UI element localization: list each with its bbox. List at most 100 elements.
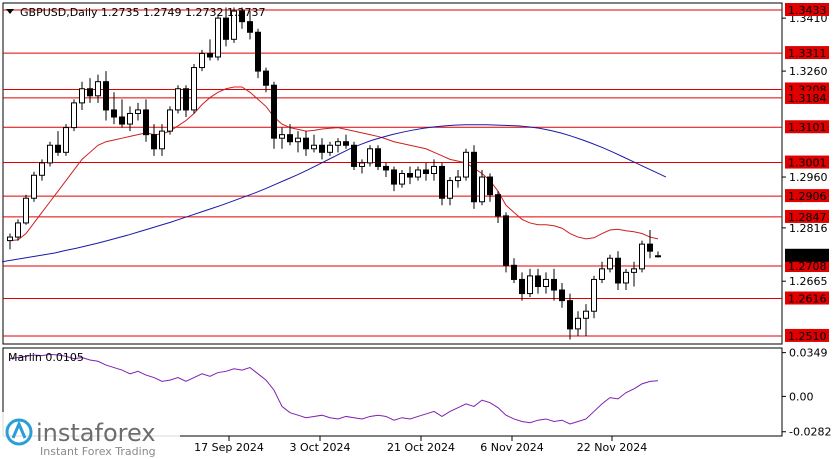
candle-bear	[495, 194, 501, 217]
candle-bear	[511, 264, 517, 280]
candle-bull	[95, 81, 101, 97]
instaforex-logo: instaforex Instant Forex Trading	[0, 412, 180, 459]
candle-bear	[255, 31, 261, 72]
candle-bear	[567, 300, 573, 330]
candle-bear	[287, 134, 293, 143]
levels-layer	[3, 9, 782, 337]
candle-bull	[455, 176, 461, 182]
candle-bear	[615, 257, 621, 284]
candle-bear	[207, 52, 213, 58]
candle-bear	[535, 275, 541, 287]
fast-ma-line	[9, 86, 659, 242]
candle-bear	[351, 144, 357, 167]
candle-bull	[623, 271, 629, 284]
candle-bear	[247, 21, 253, 33]
candle-bear	[375, 148, 381, 167]
candle-bear	[647, 243, 653, 252]
candle-bear	[559, 289, 565, 302]
level-tag-box	[785, 90, 829, 104]
level-tag-box	[785, 209, 829, 223]
candle-bear	[271, 84, 277, 139]
candle-bull	[327, 144, 333, 153]
level-tag-box	[785, 259, 829, 273]
candle-bull	[639, 243, 645, 270]
candle-bull	[159, 130, 165, 150]
candle-bull	[47, 144, 53, 164]
candle-bull	[399, 173, 405, 185]
price-tick-label: 1.3260	[789, 65, 828, 78]
candle-bull	[479, 176, 485, 203]
candle-bull	[191, 67, 197, 111]
candle-bull	[607, 257, 613, 270]
symbol-label: GBPUSD,Daily	[20, 6, 98, 19]
price-tick-label: 1.2816	[789, 222, 828, 235]
candle-bull	[71, 102, 77, 129]
candle-bear	[143, 109, 149, 136]
candle-bear	[551, 278, 557, 291]
level-tag-label: 1.3101	[788, 121, 827, 134]
candle-bull	[583, 310, 589, 319]
candle-bull	[175, 88, 181, 111]
candle-bull	[431, 165, 437, 174]
logo-text: instaforex	[36, 419, 156, 447]
level-tag-label: 1.2906	[788, 190, 827, 203]
candle-bull	[215, 17, 221, 58]
oscillator-layer: 0.0349 0.00 -0.0282	[9, 347, 831, 439]
time-tick-label: 3 Oct 2024	[289, 441, 350, 454]
candle-bear	[319, 144, 325, 153]
candle-bear	[519, 278, 525, 295]
logo-ring-icon	[5, 418, 33, 446]
candle-bear	[391, 169, 397, 185]
time-tick-label: 22 Nov 2024	[577, 441, 647, 454]
candle-bull	[295, 137, 301, 143]
candle-bear	[263, 70, 269, 86]
candle-bull	[39, 162, 45, 176]
collapse-triangle-icon[interactable]	[6, 9, 14, 14]
level-tag-label: 1.2510	[788, 330, 827, 343]
candle-bull	[447, 180, 453, 199]
candle-bear	[423, 169, 429, 174]
candle-bull	[599, 268, 605, 280]
oscillator-tick-label: 0.0349	[789, 347, 828, 360]
candle-bull	[527, 275, 533, 295]
candle-bear	[87, 88, 93, 97]
candle-bull	[15, 222, 21, 238]
oscillator-tick-label: -0.0282	[789, 426, 831, 439]
candle-bull	[575, 317, 581, 330]
moving-averages-layer	[1, 86, 667, 263]
current-price-box	[785, 248, 829, 262]
candle-bull	[543, 278, 549, 287]
candle-bull	[311, 144, 317, 150]
level-tag-label: 1.3001	[788, 157, 827, 170]
candle-bear	[55, 144, 61, 153]
level-tag-box	[785, 189, 829, 203]
main-pane	[2, 2, 783, 345]
time-tick-label: 17 Sep 2024	[194, 441, 264, 454]
candle-bear	[343, 141, 349, 146]
level-tag-box	[785, 120, 829, 134]
level-tag-label: 1.3433	[788, 4, 827, 17]
candles-layer	[7, 7, 661, 340]
candle-bull	[63, 127, 69, 153]
time-tick-label: 21 Oct 2024	[387, 441, 455, 454]
oscillator-tick-label: 0.00	[789, 390, 814, 403]
candle-bear	[239, 10, 245, 23]
candle-bull	[367, 148, 373, 164]
candle-bull	[335, 141, 341, 146]
candle-bear	[151, 134, 157, 150]
candle-bear	[119, 116, 125, 125]
level-tag-box	[785, 291, 829, 305]
price-axis: 1.34101.32601.29601.28161.26651.34331.33…	[782, 3, 829, 343]
candle-bear	[503, 215, 509, 266]
price-tick-label: 1.2665	[789, 275, 828, 288]
candle-bull	[631, 268, 637, 273]
candle-bull	[231, 10, 237, 40]
candle-bear	[383, 165, 389, 171]
candle-bull	[359, 162, 365, 167]
candle-bear	[111, 109, 117, 118]
level-tag-label: 1.2847	[788, 211, 827, 224]
candle-bear	[471, 151, 477, 203]
ohlc-label: 1.2735 1.2749 1.2732 1.2737	[101, 6, 265, 19]
candle-bull	[655, 255, 661, 258]
